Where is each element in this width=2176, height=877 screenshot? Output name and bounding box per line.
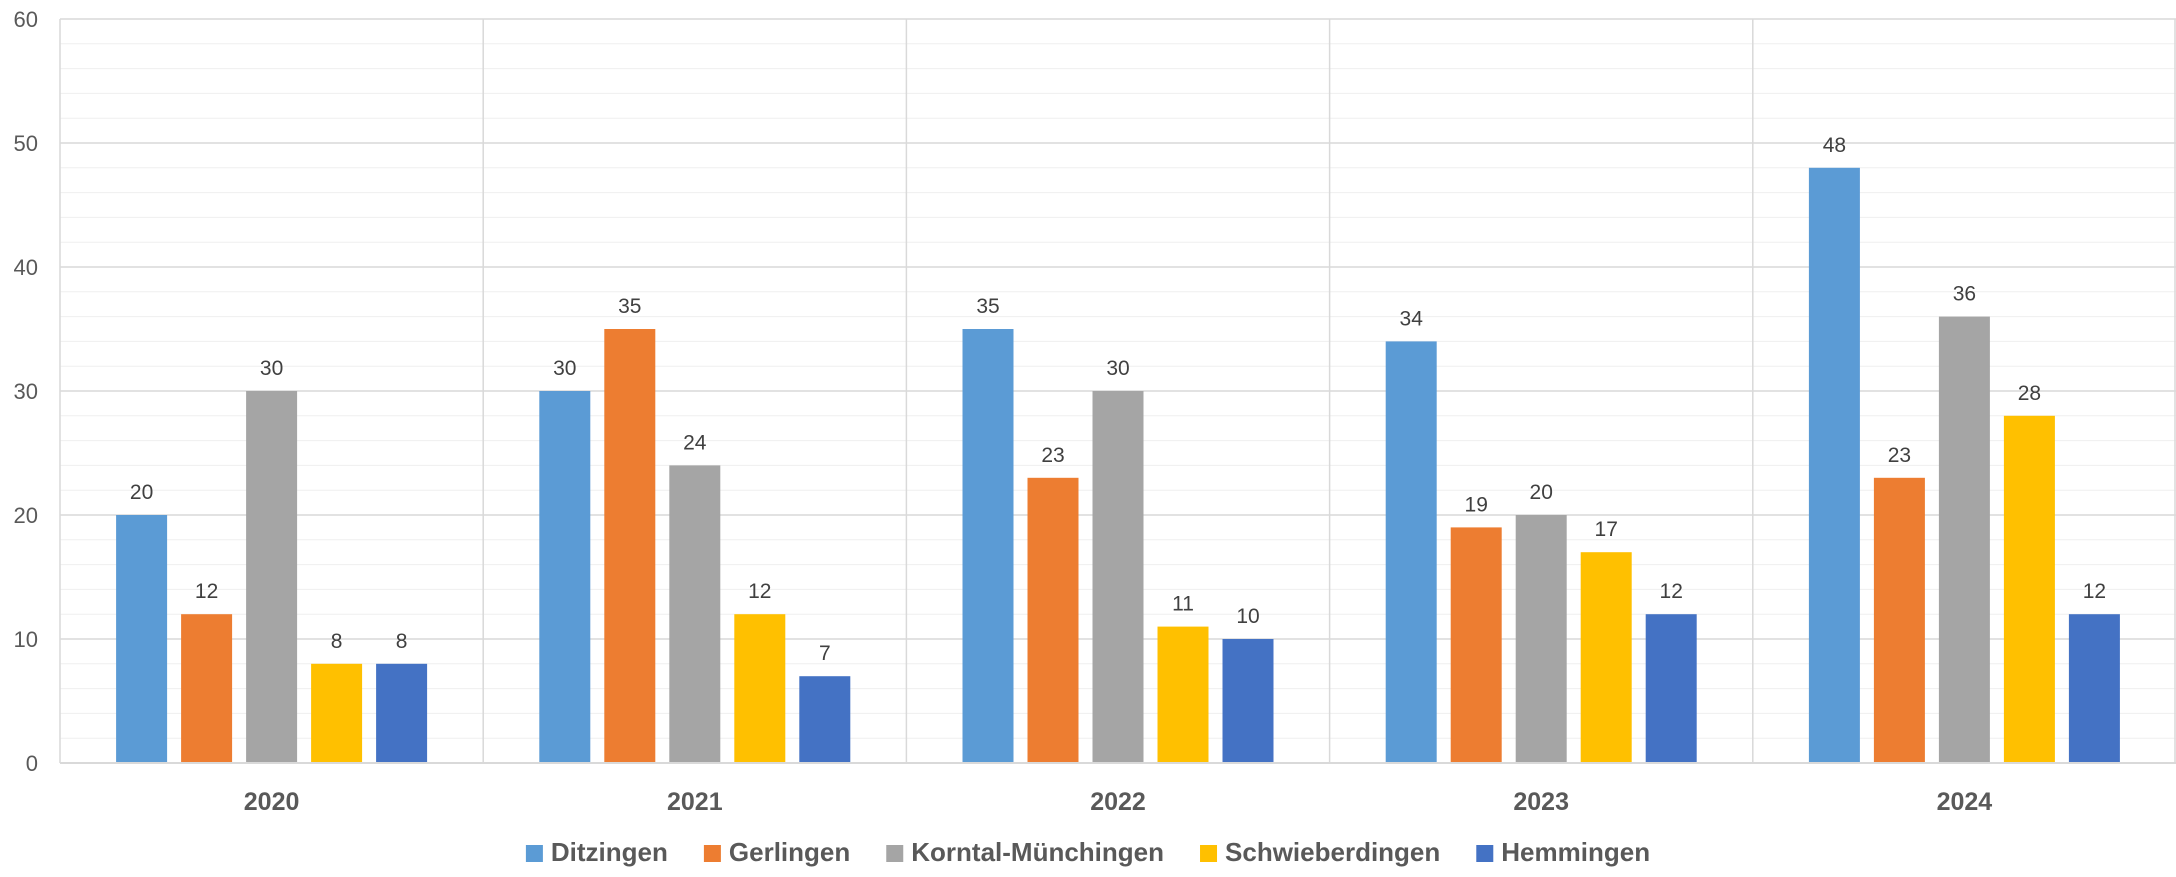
bar: [181, 614, 233, 763]
bar: [539, 391, 591, 763]
legend-swatch: [1476, 845, 1494, 862]
data-label: 10: [1236, 605, 1259, 628]
legend-item: Schwieberdingen: [1200, 837, 1440, 867]
x-axis: 2020 2021 2022 2023 2024: [60, 762, 2176, 816]
bar: [1580, 552, 1632, 763]
legend-item: Gerlingen: [703, 837, 850, 867]
data-label: 30: [260, 357, 283, 380]
bar: [116, 515, 168, 763]
bar: [1938, 316, 1990, 763]
bar: [246, 391, 298, 763]
bar: [962, 329, 1014, 763]
data-label: 12: [195, 580, 218, 603]
x-category-label: 2020: [244, 788, 300, 816]
bar: [311, 663, 363, 763]
data-label: 8: [396, 630, 408, 653]
y-axis: 0 10 20 30 40 50 60: [14, 7, 38, 776]
x-category-label: 2022: [1090, 788, 1146, 816]
bar: [1157, 626, 1209, 763]
legend-item: Ditzingen: [525, 837, 668, 867]
data-label: 30: [1106, 357, 1129, 380]
x-category-label: 2024: [1937, 788, 1993, 816]
data-label: 30: [553, 357, 576, 380]
bar: [1222, 639, 1274, 763]
data-label: 48: [1823, 134, 1846, 157]
bar: [669, 465, 721, 763]
y-tick-label: 0: [26, 751, 38, 776]
data-label: 11: [1172, 593, 1194, 616]
data-label: 23: [1888, 444, 1911, 467]
legend-label: Schwieberdingen: [1225, 837, 1440, 867]
data-label: 24: [683, 431, 707, 454]
bar: [604, 329, 656, 763]
legend-swatch: [525, 845, 543, 862]
y-tick-label: 50: [14, 131, 38, 156]
data-label: 12: [1660, 580, 1683, 603]
data-label: 35: [976, 295, 999, 318]
legend-label: Korntal-Münchingen: [911, 837, 1164, 867]
y-tick-label: 40: [14, 255, 38, 280]
legend: Ditzingen Gerlingen Korntal-Münchingen Schw…: [525, 837, 1650, 867]
legend-label: Hemmingen: [1501, 837, 1650, 867]
bar: [734, 614, 786, 763]
bar: [799, 676, 851, 763]
bar: [2003, 415, 2055, 763]
data-label: 20: [130, 481, 153, 504]
x-category-label: 2021: [667, 788, 723, 816]
bar: [1092, 391, 1144, 763]
x-category-label: 2023: [1513, 788, 1569, 816]
data-labels: 20 12 30 8 8 30 35 24 12 7 35 23 30 11 10 34 19 20 17 12 48 2…: [130, 134, 2106, 665]
bar: [1645, 614, 1697, 763]
bar: [376, 663, 428, 763]
data-label: 12: [748, 580, 771, 603]
data-label: 7: [819, 642, 831, 665]
data-label: 17: [1595, 518, 1618, 541]
legend-item: Hemmingen: [1476, 837, 1650, 867]
bar: [2068, 614, 2120, 763]
y-tick-label: 10: [14, 627, 38, 652]
legend-label: Gerlingen: [729, 837, 850, 867]
data-label: 8: [331, 630, 343, 653]
bar: [1450, 527, 1502, 763]
data-label: 34: [1400, 307, 1424, 330]
data-label: 23: [1041, 444, 1064, 467]
bar: [1515, 515, 1567, 763]
data-label: 35: [618, 295, 641, 318]
bar: [1873, 477, 1925, 763]
data-label: 36: [1953, 283, 1976, 306]
bars: [116, 167, 2120, 764]
bar: [1808, 167, 1860, 764]
data-label: 12: [2083, 580, 2106, 603]
legend-swatch: [1200, 845, 1218, 862]
y-tick-label: 30: [14, 379, 38, 404]
data-label: 20: [1530, 481, 1553, 504]
bar: [1385, 341, 1437, 763]
y-tick-label: 60: [14, 7, 38, 32]
legend-item: Korntal-Münchingen: [886, 837, 1164, 867]
legend-label: Ditzingen: [551, 837, 668, 867]
bar: [1027, 477, 1079, 763]
y-tick-label: 20: [14, 503, 38, 528]
data-label: 28: [2018, 382, 2041, 405]
legend-swatch: [703, 845, 721, 862]
legend-swatch: [886, 845, 904, 862]
data-label: 19: [1465, 493, 1488, 516]
